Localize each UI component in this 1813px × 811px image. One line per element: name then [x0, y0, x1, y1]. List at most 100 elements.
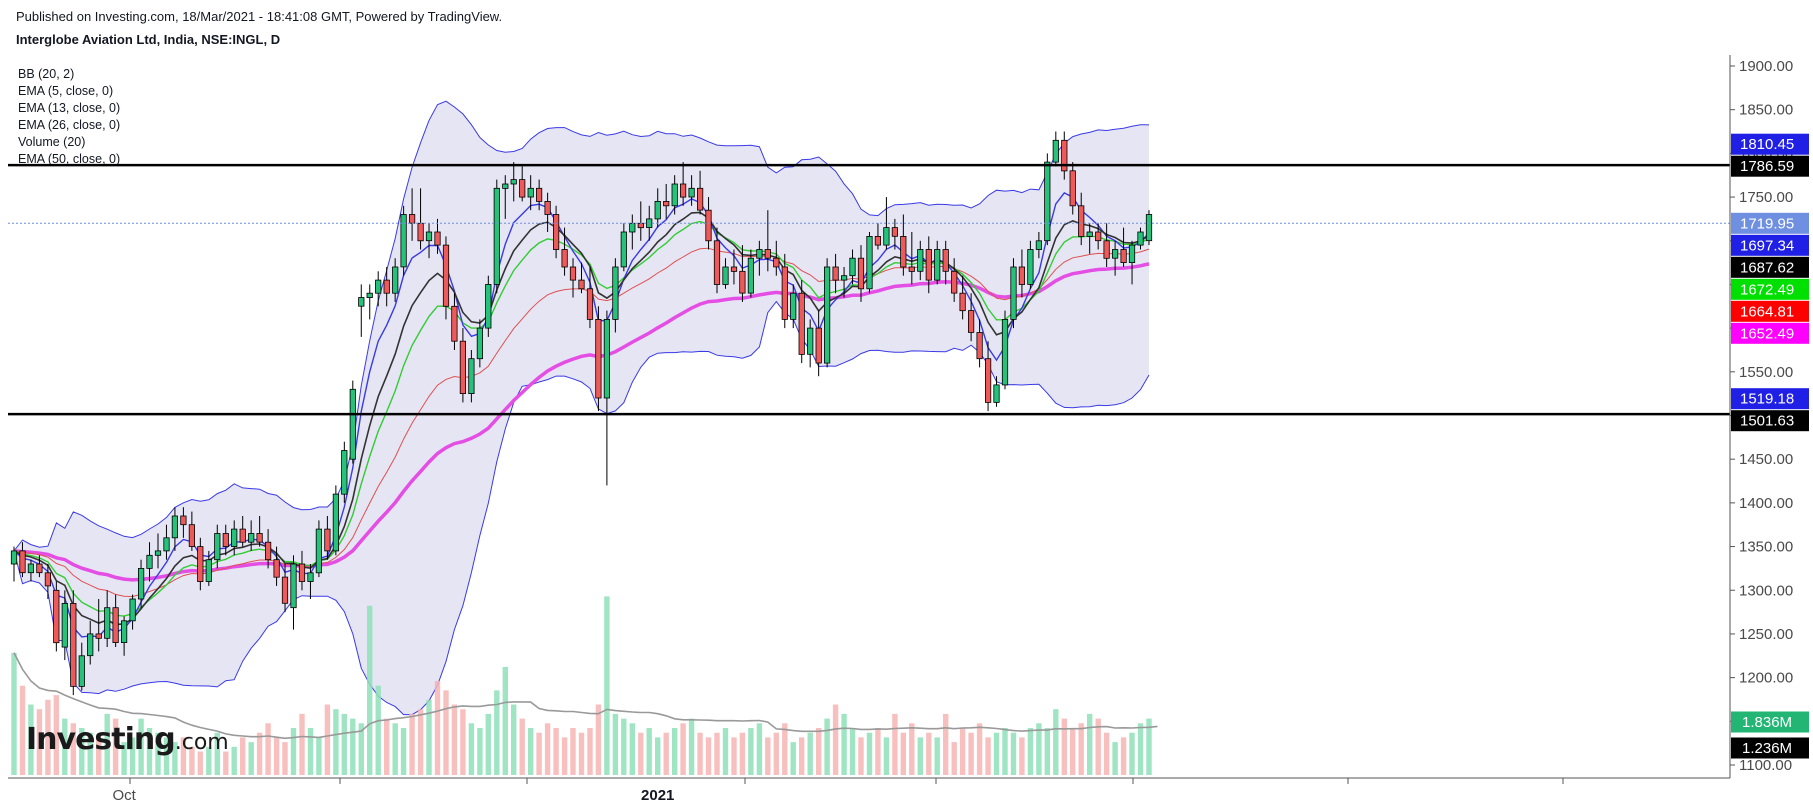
volume-bar — [231, 746, 237, 775]
volume-bar — [451, 704, 458, 775]
price-badge — [1731, 410, 1809, 432]
volume-bar — [799, 737, 805, 775]
candle-body — [595, 318, 602, 399]
candle-body — [849, 257, 856, 277]
volume-bar — [290, 728, 297, 775]
price-badge-label: 1810.45 — [1740, 136, 1794, 153]
candle-body — [53, 589, 60, 644]
volume-bar — [434, 681, 441, 775]
volume-bar — [621, 718, 627, 775]
candle-body — [654, 200, 661, 220]
volume-bar — [477, 728, 483, 775]
volume-bar — [375, 685, 381, 775]
candle-body — [781, 266, 788, 320]
price-badge-label: 1786.59 — [1740, 158, 1794, 175]
candle-body — [561, 249, 568, 268]
candle-body — [942, 249, 949, 272]
volume-bar — [138, 718, 144, 775]
candle-body — [747, 257, 755, 294]
volume-bar — [240, 737, 246, 775]
volume-bar — [1036, 723, 1042, 775]
volume-bar — [70, 723, 76, 775]
candle-body — [968, 310, 975, 333]
indicator-ema-5[interactable]: EMA (5, close, 0) — [18, 84, 114, 98]
volume-bar — [917, 737, 923, 775]
volume-bar — [96, 737, 102, 775]
candle-body — [1001, 318, 1009, 386]
volume-bar — [121, 742, 127, 775]
candle-body — [95, 633, 102, 639]
candle-body — [281, 576, 289, 604]
volume-bar — [146, 728, 153, 775]
indicator-bb[interactable]: BB (20, 2) — [18, 67, 75, 81]
candle-body — [502, 183, 509, 189]
volume-bar — [265, 723, 271, 775]
volume-badge — [1731, 737, 1809, 759]
volume-bar — [214, 732, 220, 775]
volume-bar — [273, 737, 280, 775]
symbol-title: Interglobe Aviation Ltd, India, NSE:INGL… — [16, 32, 281, 47]
candle-body — [773, 257, 780, 268]
volume-bar — [756, 723, 763, 775]
candle-body — [1145, 214, 1153, 242]
volume-bar — [993, 732, 1000, 775]
candle-body — [366, 292, 373, 299]
price-tick-label: 1750.00 — [1739, 189, 1793, 206]
bollinger-upper-line — [13, 100, 1150, 552]
candle-body — [536, 187, 543, 202]
volume-bar — [36, 709, 43, 775]
volume-bar — [11, 652, 17, 775]
candle-body — [510, 179, 517, 185]
candle-body — [188, 524, 195, 547]
candle-body — [222, 533, 229, 548]
volume-bar — [129, 737, 136, 775]
candle-body — [917, 249, 924, 272]
volume-bar — [62, 718, 68, 775]
volume-bar — [494, 690, 500, 775]
volume-bar — [367, 605, 373, 775]
volume-badge — [1731, 711, 1809, 733]
volume-bar — [841, 713, 847, 775]
indicator-ema-50[interactable]: EMA (50, close, 0) — [18, 152, 121, 166]
candle-body — [70, 603, 77, 687]
candle-body — [790, 292, 797, 320]
volume-bar — [883, 737, 890, 775]
candle-body — [1035, 240, 1042, 250]
price-badge-label: 1697.34 — [1740, 237, 1794, 254]
volume-bar — [1129, 732, 1135, 775]
candle-body — [553, 214, 560, 250]
candle-body — [1069, 170, 1076, 207]
candle-body — [586, 288, 594, 320]
volume-bar — [206, 746, 212, 775]
volume-bar — [604, 596, 610, 775]
volume-bar — [976, 723, 983, 775]
candle-body — [807, 327, 814, 355]
volume-bar — [53, 695, 59, 775]
price-tick-label: 1350.00 — [1739, 539, 1793, 556]
volume-bar — [155, 732, 161, 775]
volume-bar — [384, 718, 390, 775]
price-tick-label: 1200.00 — [1739, 670, 1793, 687]
volume-bar — [324, 704, 331, 775]
candle-body — [1018, 266, 1026, 285]
volume-bar — [1019, 737, 1025, 775]
volume-bar — [807, 732, 813, 775]
volume-bar — [1053, 709, 1059, 775]
candle-body — [544, 200, 551, 215]
volume-bar — [1070, 728, 1076, 775]
candle-body — [519, 179, 526, 198]
candle-body — [874, 235, 882, 246]
volume-bar — [578, 732, 585, 775]
candle-body — [1137, 231, 1144, 246]
candle-body — [866, 235, 873, 290]
volume-bar — [189, 746, 195, 775]
indicator-ema-13[interactable]: EMA (13, close, 0) — [18, 101, 121, 115]
candle-body — [104, 607, 111, 639]
indicator-legend: BB (20, 2) EMA (5, close, 0) EMA (13, cl… — [18, 66, 120, 168]
candle-body — [798, 292, 805, 355]
indicator-ema-26[interactable]: EMA (26, close, 0) — [18, 118, 121, 132]
candle-body — [663, 200, 670, 207]
indicator-volume[interactable]: Volume (20) — [18, 135, 86, 149]
candle-body — [1052, 139, 1059, 163]
